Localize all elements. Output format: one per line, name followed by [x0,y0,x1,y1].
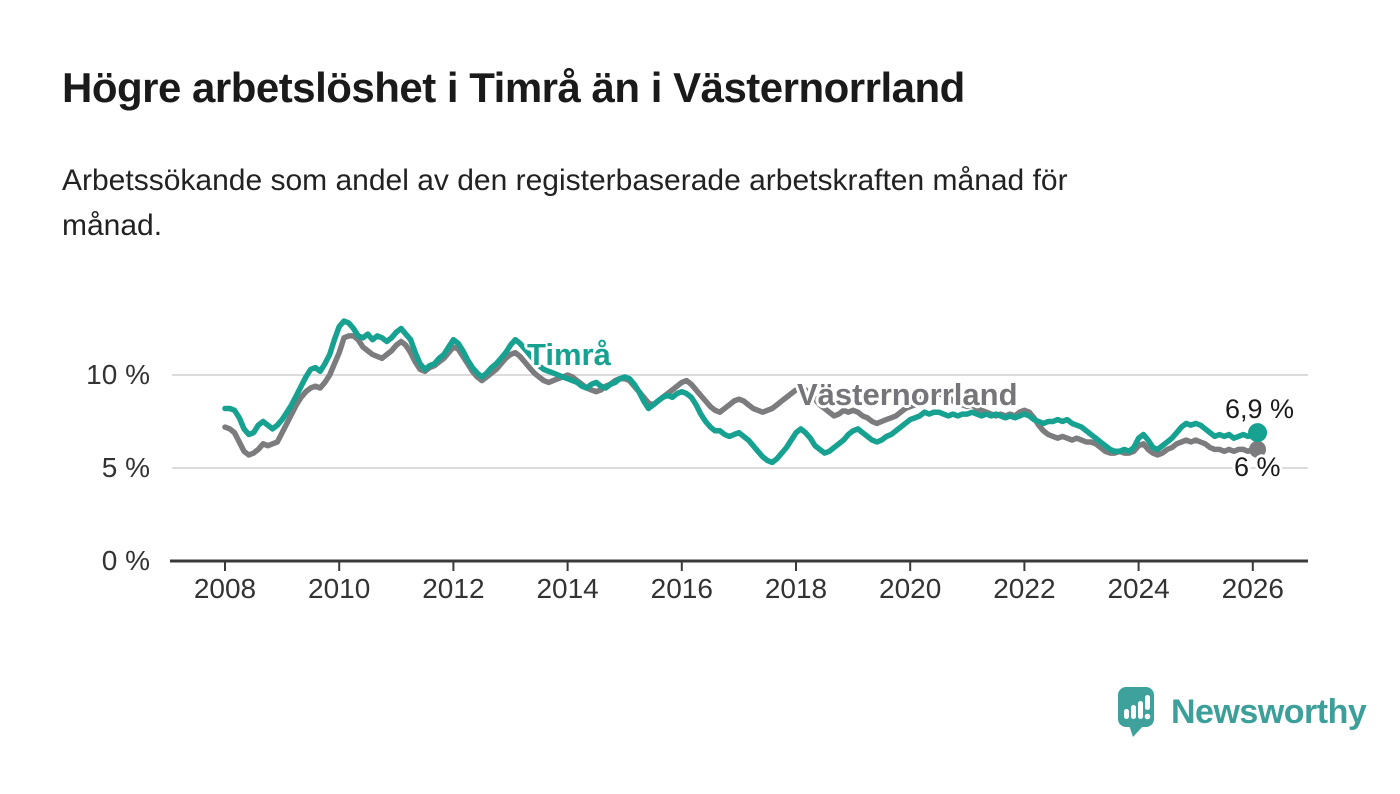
end-value-label-timra: 6,9 % [1225,394,1295,424]
x-axis-label-2026: 2026 [1221,573,1284,604]
y-axis-label-10: 10 % [86,359,150,390]
chart-subtitle: Arbetssökande som andel av den registerb… [62,164,1068,242]
x-axis-label-2018: 2018 [764,573,828,604]
end-dot-timrå [1248,423,1268,443]
x-axis-label-2024: 2024 [1107,573,1170,604]
x-axis-label-2012: 2012 [422,573,485,604]
y-axis-label-0: 0 % [101,545,150,576]
x-axis-label-2022: 2022 [993,573,1056,604]
chart-title: Högre arbetslöshet i Timrå än i Västerno… [62,64,965,111]
series-label-vasternorrland: Västernorrland [797,377,1018,412]
x-axis-label-2008: 2008 [193,573,257,604]
x-axis-label-2014: 2014 [536,573,599,604]
x-axis-label-2020: 2020 [879,573,942,604]
bar-chart-speech-bubble-icon [1118,687,1154,737]
line-timrå [222,318,1261,466]
x-axis-label-2016: 2016 [650,573,713,604]
series-label-timra: Timrå [527,337,611,372]
line-västernorrland [222,333,1261,458]
brand-name: Newsworthy [1171,693,1367,731]
newsworthy-logo: Newsworthy [1117,686,1367,738]
y-axis-label-5: 5 % [101,452,150,483]
x-axis-label-2010: 2010 [308,573,371,604]
end-value-label-vasternorrland: 6 % [1234,452,1281,482]
end-dot-västernorrland [1249,440,1267,458]
